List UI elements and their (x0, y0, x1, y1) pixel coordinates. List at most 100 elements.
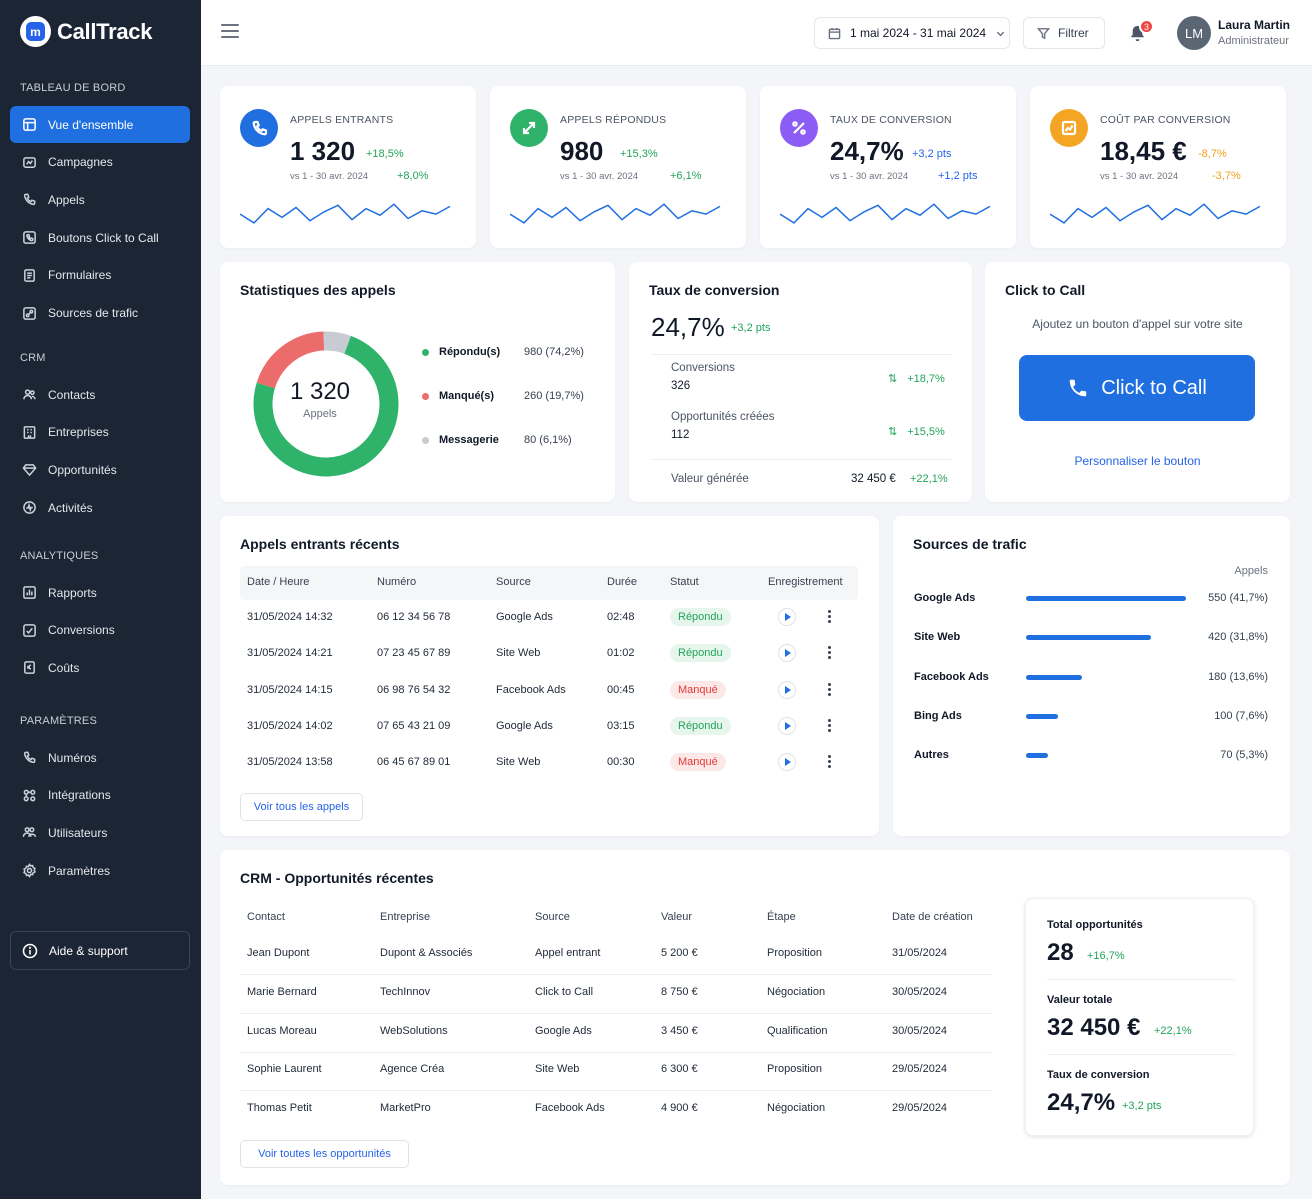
crm-cell[interactable]: Marie Bernard (247, 985, 317, 998)
crm-cell: 6 300 € (661, 1063, 698, 1076)
integrations-icon (21, 787, 37, 803)
total-value-delta: +22,1% (1154, 1025, 1192, 1037)
sidebar-item-boutons-click-to-call[interactable]: Boutons Click to Call (10, 219, 190, 256)
crm-cell: 5 200 € (661, 947, 698, 959)
play-icon[interactable] (778, 608, 796, 626)
more-options-icon[interactable] (828, 610, 832, 625)
filter-label: Filtrer (1058, 26, 1089, 40)
sidebar-item-param-tres[interactable]: Paramètres (10, 852, 190, 889)
conversion-rate-label: Taux de conversion (1047, 1069, 1150, 1081)
generated-value-label: Valeur générée (671, 473, 749, 485)
more-options-icon[interactable] (828, 682, 832, 698)
sidebar-item-opportunit-s[interactable]: Opportunités (10, 451, 190, 488)
topbar: 1 mai 2024 - 31 mai 2024 Filtrer 3 LM La… (201, 0, 1312, 66)
sidebar-item-num-ros[interactable]: Numéros (10, 739, 190, 776)
status-badge: Manqué (670, 680, 726, 699)
click-to-call-label: Click to Call (1101, 376, 1207, 399)
sidebar-item-vue-d-ensemble[interactable]: Vue d'ensemble (10, 106, 190, 143)
view-all-calls-button[interactable]: Voir tous les appels (240, 793, 363, 821)
more-options-icon[interactable] (828, 646, 832, 661)
logo-icon: m (20, 16, 51, 47)
filter-button[interactable]: Filtrer (1023, 17, 1105, 49)
user-role: Administrateur (1218, 35, 1289, 47)
form-icon (21, 267, 37, 283)
sidebar-item-entreprises[interactable]: Entreprises (10, 414, 190, 451)
sidebar-item-activit-s[interactable]: Activités (10, 489, 190, 526)
total-value-value: 32 450 € (1047, 1014, 1141, 1041)
sidebar-item-contacts[interactable]: Contacts (10, 376, 190, 413)
user-name[interactable]: Laura Martin (1218, 18, 1291, 32)
crm-cell[interactable]: Thomas Petit (247, 1102, 312, 1115)
legend-value: 80 (6,1%) (524, 434, 572, 446)
kpi-label: TAUX DE CONVERSION (830, 114, 952, 126)
sidebar-item-appels[interactable]: Appels (10, 181, 190, 218)
app-logo[interactable]: m CallTrack (20, 16, 152, 47)
crm-cell[interactable]: Jean Dupont (247, 947, 310, 959)
crm-cell[interactable]: Sophie Laurent (247, 1063, 322, 1076)
sidebar-item-conversions[interactable]: Conversions (10, 612, 190, 649)
avatar[interactable]: LM (1177, 16, 1211, 50)
sidebar-item-sources-de-trafic[interactable]: Sources de trafic (10, 295, 190, 332)
sidebar-item-label: Campagnes (48, 155, 113, 170)
sidebar-item-co-ts[interactable]: Coûts (10, 649, 190, 686)
sidebar-item-rapports[interactable]: Rapports (10, 574, 190, 611)
play-icon[interactable] (778, 716, 796, 735)
sidebar-item-label: Rapports (48, 585, 97, 600)
crm-column-header: Date de création (892, 911, 973, 923)
conversion-card: Taux de conversion 24,7% +3,2 pts Conver… (629, 262, 972, 502)
calls-column-header: Enregistrement (768, 576, 843, 588)
sidebar-item-label: Intégrations (48, 788, 111, 803)
customize-button-link[interactable]: Personnaliser le bouton (1074, 454, 1201, 468)
sidebar-item-formulaires[interactable]: Formulaires (10, 257, 190, 294)
more-options-icon[interactable] (828, 755, 832, 770)
crm-cell: Négociation (767, 985, 826, 998)
menu-icon[interactable] (221, 24, 239, 40)
date-range-label: 1 mai 2024 - 31 mai 2024 (850, 26, 987, 40)
diamond-icon (21, 462, 37, 478)
sidebar-item-int-grations[interactable]: Intégrations (10, 777, 190, 814)
crm-cell: Click to Call (535, 985, 594, 998)
help-support-button[interactable]: Aide & support (10, 931, 190, 970)
click-to-call-title: Click to Call (1005, 282, 1086, 298)
more-options-icon[interactable] (828, 718, 832, 734)
traffic-source-value: 180 (13,6%) (1208, 670, 1268, 683)
conversion-rate-value: 24,7% (1047, 1089, 1116, 1116)
crm-cell[interactable]: Lucas Moreau (247, 1024, 317, 1037)
recent-calls-card: Appels entrants récents Date / Heure Numé… (220, 516, 879, 836)
crm-cell: Site Web (535, 1063, 580, 1076)
sidebar-item-label: Appels (48, 192, 85, 207)
kpi-value: 24,7% (830, 136, 904, 166)
crm-column-header: Étape (767, 911, 796, 923)
date-range-picker[interactable]: 1 mai 2024 - 31 mai 2024 (814, 17, 1010, 49)
play-icon[interactable] (778, 753, 796, 772)
donut-total: 1 320 (289, 378, 351, 405)
kpi-comparison: vs 1 - 30 avr. 2024 (290, 171, 369, 182)
total-value-label: Valeur totale (1047, 994, 1113, 1006)
play-icon[interactable] (778, 644, 796, 663)
sidebar-item-utilisateurs[interactable]: Utilisateurs (10, 814, 190, 851)
kpi-comparison-delta: +6,1% (670, 170, 702, 182)
sidebar-item-label: Boutons Click to Call (48, 230, 159, 245)
kpi-value: 1 320 (290, 136, 356, 166)
traffic-source-bar (1026, 635, 1186, 641)
notifications-button[interactable]: 3 (1128, 19, 1154, 44)
phone-icon (21, 192, 37, 208)
crm-column-header: Contact (247, 911, 285, 923)
click-to-call-preview-button[interactable]: Click to Call (1019, 355, 1255, 421)
kpi-delta: -8,7% (1198, 148, 1227, 160)
users-icon (21, 387, 37, 403)
kpi-delta: +15,3% (620, 148, 658, 160)
view-all-opportunities-button[interactable]: Voir toutes les opportunités (240, 1140, 409, 1168)
gear-icon (21, 863, 37, 879)
sidebar-item-campagnes[interactable]: Campagnes (10, 144, 190, 181)
donut-slice-1 (256, 331, 325, 389)
phone-icon (240, 109, 278, 147)
generated-value: 32 450 € (851, 473, 896, 485)
crm-cell: 29/05/2024 (892, 1063, 948, 1076)
traffic-source-name: Site Web (914, 631, 961, 644)
kpi-value: 18,45 € (1100, 136, 1187, 166)
call-source: Google Ads (496, 611, 553, 623)
play-icon[interactable] (778, 680, 796, 699)
traffic-source-value: 70 (5,3%) (1220, 749, 1268, 762)
call-source: Site Web (496, 756, 541, 769)
